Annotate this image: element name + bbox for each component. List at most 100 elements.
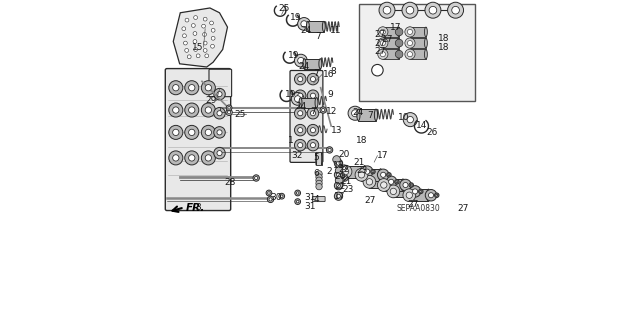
Text: 32: 32 (291, 151, 303, 160)
Circle shape (316, 171, 322, 177)
Ellipse shape (397, 38, 400, 48)
Circle shape (214, 127, 225, 138)
Circle shape (185, 18, 189, 22)
Bar (362, 169, 381, 181)
Ellipse shape (381, 49, 384, 59)
Circle shape (294, 96, 301, 102)
Circle shape (310, 128, 316, 133)
Circle shape (351, 110, 358, 117)
Bar (369, 176, 388, 188)
Bar (383, 27, 399, 37)
Circle shape (193, 32, 197, 35)
Circle shape (189, 85, 195, 91)
Circle shape (310, 143, 316, 148)
Circle shape (342, 167, 346, 170)
Circle shape (381, 172, 386, 177)
Circle shape (298, 128, 303, 133)
Text: 14: 14 (416, 121, 427, 130)
Text: 4: 4 (314, 195, 319, 204)
Text: 24: 24 (352, 108, 364, 117)
Circle shape (343, 176, 346, 180)
Circle shape (295, 190, 301, 196)
Text: 31: 31 (304, 193, 316, 202)
Bar (383, 38, 399, 48)
Circle shape (408, 52, 413, 57)
Text: 16: 16 (323, 70, 334, 78)
Text: FR.: FR. (186, 203, 205, 213)
Circle shape (204, 48, 207, 52)
Ellipse shape (408, 49, 412, 59)
Circle shape (294, 108, 306, 119)
Circle shape (340, 165, 347, 171)
Circle shape (269, 198, 272, 201)
Circle shape (205, 54, 209, 58)
Circle shape (211, 44, 214, 48)
Text: 22: 22 (334, 182, 346, 191)
Circle shape (255, 176, 258, 180)
Circle shape (217, 92, 222, 97)
Circle shape (379, 2, 395, 18)
Circle shape (407, 116, 413, 123)
Circle shape (396, 50, 403, 58)
Circle shape (217, 130, 222, 135)
Bar (410, 38, 426, 48)
Text: 18: 18 (356, 136, 368, 145)
Circle shape (334, 182, 342, 190)
Circle shape (436, 194, 438, 196)
Circle shape (188, 55, 191, 59)
Text: 20: 20 (338, 150, 349, 159)
Ellipse shape (427, 189, 430, 201)
Ellipse shape (299, 98, 302, 108)
Text: 25: 25 (278, 4, 290, 13)
Circle shape (408, 29, 413, 34)
Circle shape (447, 2, 463, 18)
Circle shape (182, 34, 186, 38)
Circle shape (203, 33, 207, 36)
Circle shape (358, 172, 365, 178)
Circle shape (337, 161, 340, 165)
Text: 25: 25 (235, 110, 246, 119)
Circle shape (396, 181, 398, 183)
Ellipse shape (360, 169, 363, 181)
Text: 8: 8 (330, 67, 336, 76)
Circle shape (294, 139, 306, 151)
Circle shape (214, 147, 225, 159)
Circle shape (342, 168, 349, 175)
Text: SEPAA0830: SEPAA0830 (397, 204, 440, 213)
Text: 17: 17 (378, 151, 389, 160)
Circle shape (425, 2, 441, 18)
Circle shape (337, 173, 340, 177)
Ellipse shape (408, 189, 411, 201)
Circle shape (294, 90, 306, 101)
Text: 10: 10 (398, 113, 410, 122)
Circle shape (294, 124, 306, 136)
Text: 13: 13 (331, 126, 342, 135)
Text: 27: 27 (457, 204, 468, 213)
Circle shape (339, 165, 352, 178)
Circle shape (371, 169, 375, 174)
Circle shape (268, 196, 274, 203)
Circle shape (387, 185, 400, 198)
Circle shape (217, 111, 222, 116)
FancyBboxPatch shape (209, 69, 232, 97)
Text: 2: 2 (326, 167, 332, 176)
Circle shape (326, 147, 333, 153)
Text: 18: 18 (438, 34, 449, 43)
Text: 18: 18 (333, 161, 344, 170)
Text: 27: 27 (374, 30, 385, 39)
Circle shape (406, 192, 413, 198)
Circle shape (355, 168, 368, 181)
Circle shape (294, 73, 306, 85)
Circle shape (296, 200, 299, 203)
Circle shape (310, 77, 316, 82)
Text: 29: 29 (205, 96, 216, 105)
Circle shape (363, 175, 376, 188)
Ellipse shape (382, 179, 385, 191)
Ellipse shape (424, 38, 428, 48)
Circle shape (348, 106, 362, 120)
Circle shape (420, 190, 422, 192)
Ellipse shape (319, 59, 322, 69)
Circle shape (184, 41, 188, 45)
Text: 17: 17 (390, 23, 402, 32)
Circle shape (226, 109, 232, 115)
